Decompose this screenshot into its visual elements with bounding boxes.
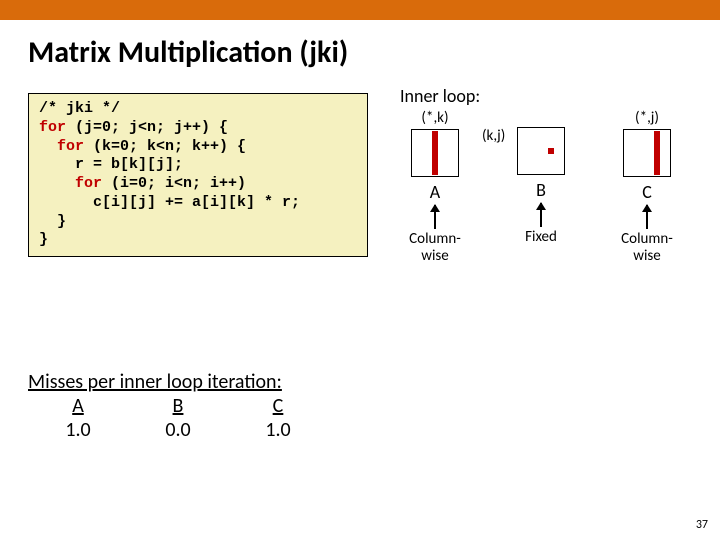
- misses-col-header: A: [28, 394, 128, 418]
- matrix-letter: A: [430, 181, 440, 203]
- element-dot: [548, 148, 554, 154]
- matrix-index-label: (k,j): [482, 127, 505, 145]
- column-stripe: [654, 131, 660, 175]
- access-pattern-label: Column-wise: [621, 231, 673, 264]
- matrix-box: [517, 127, 565, 175]
- misses-title: Misses per inner loop iteration:: [28, 370, 328, 394]
- page-number: 37: [696, 518, 708, 532]
- access-pattern-label: Column-wise: [409, 231, 461, 264]
- inner-loop-title: Inner loop:: [400, 85, 700, 107]
- misses-value-row: 1.00.01.0: [28, 418, 328, 442]
- matrix-letter: C: [642, 181, 652, 203]
- misses-col-header: C: [228, 394, 328, 418]
- matrix-index-label: (*,j): [635, 109, 659, 127]
- misses-header-row: ABC: [28, 394, 328, 418]
- inner-loop-section: Inner loop: (*,k) A Column-wise (k,j) B Fixed…: [400, 85, 700, 264]
- code-block: /* jki */for (j=0; j<n; j++) { for (k=0;…: [28, 93, 368, 257]
- misses-col-value: 1.0: [228, 418, 328, 442]
- matrix-box: [623, 129, 671, 177]
- misses-col-value: 0.0: [128, 418, 228, 442]
- top-bar: [0, 0, 720, 20]
- matrix-index-label: (*,k): [421, 109, 448, 127]
- misses-col-value: 1.0: [28, 418, 128, 442]
- matrix-cell: (k,j)BFixed: [506, 109, 576, 264]
- matrix-letter: B: [536, 179, 546, 201]
- misses-section: Misses per inner loop iteration: ABC 1.0…: [28, 370, 328, 442]
- access-pattern-label: Fixed: [525, 229, 557, 246]
- misses-col-header: B: [128, 394, 228, 418]
- arrow-icon: [646, 205, 648, 229]
- matrix-row: (*,k) A Column-wise (k,j) B Fixed (*,j) C Column…: [400, 109, 700, 264]
- content-area: /* jki */for (j=0; j<n; j++) { for (k=0;…: [0, 71, 720, 257]
- matrix-cell: (*,k) A Column-wise: [400, 109, 470, 264]
- matrix-box: [411, 129, 459, 177]
- arrow-icon: [540, 203, 542, 227]
- column-stripe: [432, 131, 438, 175]
- arrow-icon: [434, 205, 436, 229]
- slide-title: Matrix Multiplication (jki): [0, 20, 720, 71]
- matrix-cell: (*,j) C Column-wise: [612, 109, 682, 264]
